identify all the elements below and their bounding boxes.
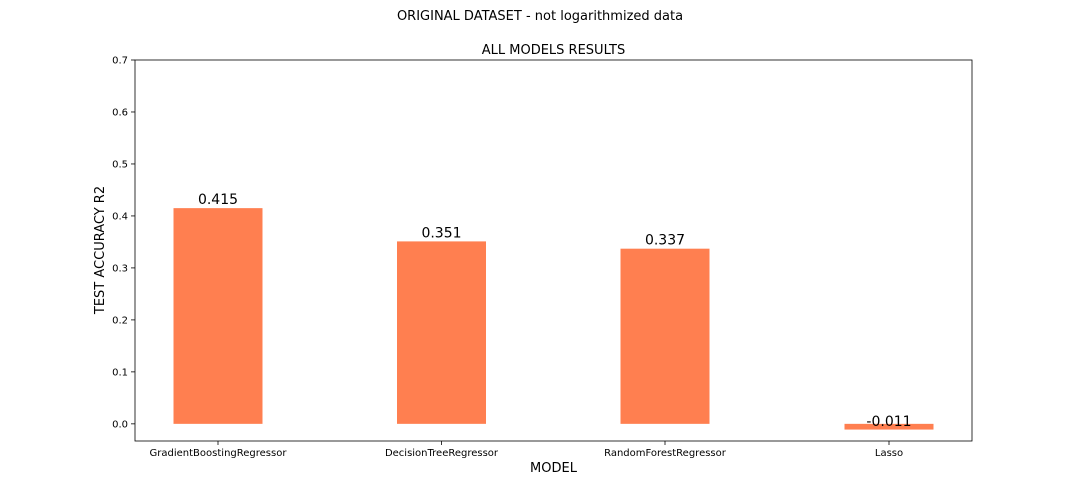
x-tick-label: GradientBoostingRegressor	[150, 448, 288, 459]
bar-data-label: 0.415	[198, 192, 238, 208]
plot-area: 0.415 0.351 0.337 -0.011 0.0 0.1 0.2 0.3 0.4 0.5 0…	[112, 56, 973, 459]
bar-data-label: 0.351	[421, 225, 461, 241]
y-tick-label: 0.0	[112, 419, 128, 430]
bar	[173, 208, 263, 424]
y-tick-label: 0.1	[112, 367, 128, 378]
y-tick-label: 0.2	[112, 315, 128, 326]
axes-frame	[134, 59, 973, 442]
bar	[620, 248, 710, 424]
y-tick-label: 0.4	[112, 211, 128, 222]
y-tick-label: 0.6	[112, 107, 128, 118]
bar	[397, 241, 486, 424]
bar-data-label: -0.011	[866, 414, 911, 430]
bar-data-label: 0.337	[645, 233, 685, 249]
x-tick-label: RandomForestRegressor	[604, 448, 727, 459]
y-tick-label: 0.3	[112, 263, 128, 274]
bar	[844, 423, 934, 430]
x-tick-label: DecisionTreeRegressor	[385, 448, 499, 459]
x-tick-label: Lasso	[875, 448, 903, 459]
x-axis-label: MODEL	[530, 461, 578, 476]
y-tick-label: 0.7	[112, 56, 128, 67]
y-tick-label: 0.5	[112, 159, 128, 170]
y-axis-label: TEST ACCURACY R2	[93, 186, 108, 315]
chart-title: ALL MODELS RESULTS	[482, 43, 625, 58]
figure-suptitle: ORIGINAL DATASET - not logarithmized dat…	[397, 9, 683, 24]
